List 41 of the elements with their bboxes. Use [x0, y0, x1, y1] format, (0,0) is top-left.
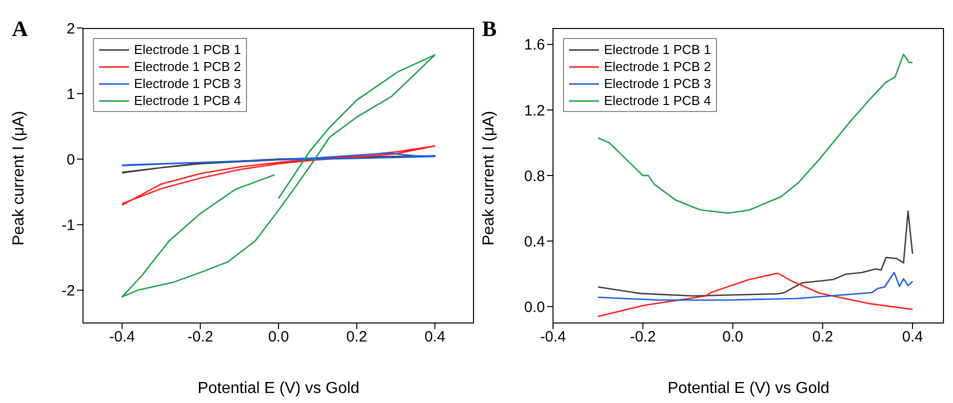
line-series: [597, 54, 914, 214]
x-tick-label: -0.2: [187, 328, 214, 346]
y-tick-label: 0.4: [524, 233, 545, 250]
y-tick-label: 0.8: [524, 168, 545, 185]
legend-label: Electrode 1 PCB 3: [134, 75, 241, 92]
y-tick-label: 1.6: [524, 36, 545, 54]
legend-label: Electrode 1 PCB 1: [604, 41, 711, 58]
y-tick-label: 2: [66, 20, 75, 38]
y-axis-title: Peak current I (μA): [10, 110, 28, 246]
line-series: [121, 54, 436, 298]
chart-title: A: [12, 16, 28, 41]
legend-label: Electrode 1 PCB 2: [604, 58, 711, 75]
line-series: [597, 210, 914, 297]
y-axis-title: Peak current I (μA): [480, 110, 498, 246]
x-axis-title: Potential E (V) vs Gold: [198, 380, 360, 397]
line-series: [597, 272, 914, 318]
legend-label: Electrode 1 PCB 4: [604, 92, 711, 109]
x-tick-label: 0.4: [424, 328, 446, 346]
x-tick-label: -0.2: [630, 328, 656, 346]
line-series: [121, 145, 436, 206]
y-tick-label: -1: [62, 216, 75, 234]
chart-title: B: [482, 16, 497, 41]
y-tick-label: 0.0: [524, 298, 545, 316]
y-tick-label: -2: [62, 282, 75, 300]
x-tick-label: 0.4: [902, 328, 923, 346]
line-series: [121, 152, 436, 166]
y-tick-label: 1.2: [524, 102, 545, 120]
x-tick-label: 0.0: [268, 328, 289, 346]
x-axis-title: Potential E (V) vs Gold: [668, 380, 830, 397]
x-tick-label: 0.2: [346, 328, 368, 346]
legend-label: Electrode 1 PCB 1: [134, 41, 241, 58]
legend-label: Electrode 1 PCB 2: [134, 58, 241, 75]
x-tick-label: -0.4: [540, 328, 566, 346]
y-tick-label: 1: [66, 86, 75, 103]
legend-label: Electrode 1 PCB 4: [134, 92, 241, 109]
line-series: [597, 272, 914, 301]
x-tick-label: -0.4: [109, 328, 136, 346]
x-tick-label: 0.0: [722, 328, 744, 346]
y-tick-label: 0: [66, 151, 75, 168]
legend-label: Electrode 1 PCB 3: [604, 75, 711, 92]
x-tick-label: 0.2: [812, 328, 834, 346]
